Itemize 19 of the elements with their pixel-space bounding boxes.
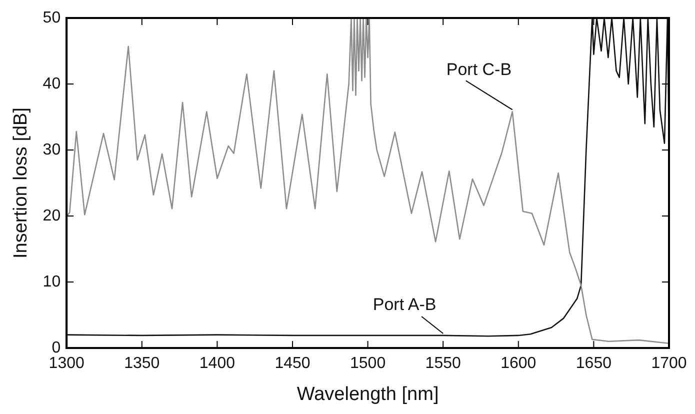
series-label: Port A-B <box>372 295 436 316</box>
y-tick-label: 30 <box>42 141 61 158</box>
y-tick-label: 0 <box>52 339 61 356</box>
x-tick-label: 1350 <box>124 355 160 372</box>
y-tick-label: 20 <box>42 207 61 224</box>
x-tick-label: 1600 <box>500 355 536 372</box>
y-tick-label: 50 <box>42 9 61 26</box>
x-tick-label: 1550 <box>425 355 461 372</box>
x-tick-label: 1300 <box>48 355 84 372</box>
y-tick-label: 40 <box>42 75 61 92</box>
x-tick-label: 1500 <box>350 355 386 372</box>
y-axis-title: Insertion loss [dB] <box>10 107 32 259</box>
series-label: Port C-B <box>446 60 512 80</box>
x-axis-title: Wavelength [nm] <box>296 384 439 405</box>
x-tick-label: 1700 <box>651 355 687 372</box>
y-tick-label: 10 <box>42 273 61 290</box>
x-tick-label: 1650 <box>576 355 612 372</box>
x-tick-label: 1450 <box>274 355 310 372</box>
x-tick-label: 1400 <box>199 355 236 372</box>
